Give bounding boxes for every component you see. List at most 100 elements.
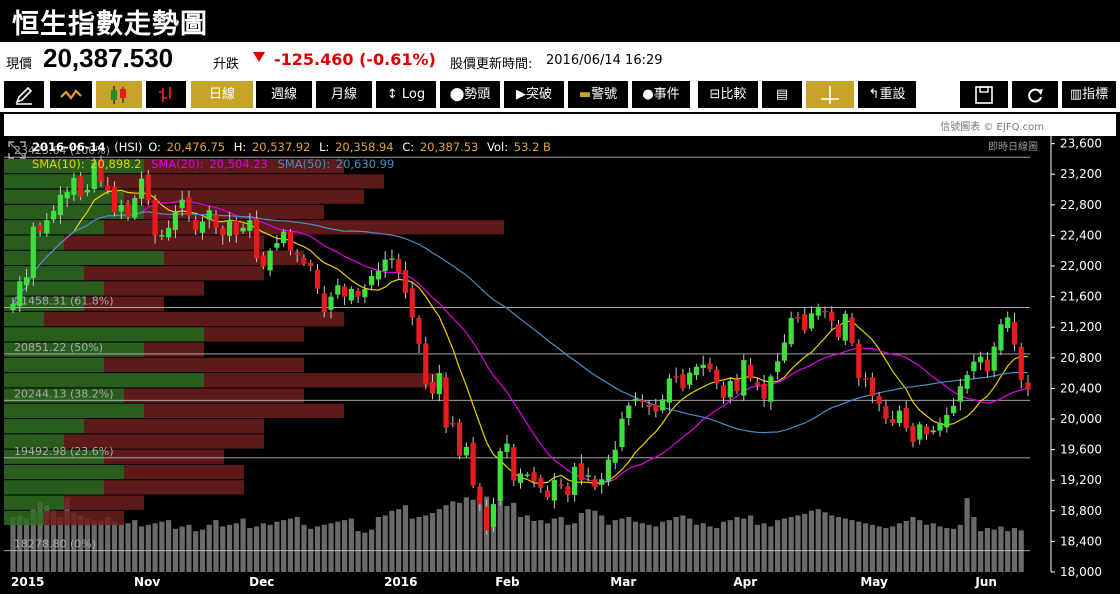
candle-body bbox=[186, 197, 192, 216]
warning-button[interactable]: ▬警號 bbox=[568, 81, 628, 108]
candle-body bbox=[524, 474, 530, 476]
price-label: 現價 bbox=[6, 57, 33, 72]
volume-bar bbox=[213, 520, 219, 572]
volume-bar bbox=[849, 520, 855, 572]
y-tick-label: 20,800 bbox=[1060, 351, 1102, 365]
volume-bar bbox=[565, 524, 571, 572]
volume-bar bbox=[450, 501, 456, 572]
candle-body bbox=[923, 426, 930, 435]
candle-body bbox=[849, 317, 855, 343]
volume-bar bbox=[152, 523, 158, 572]
candlestick-button[interactable] bbox=[96, 81, 142, 108]
events-button[interactable]: ●事件 bbox=[632, 81, 690, 108]
candle-body bbox=[917, 424, 923, 440]
candlestick-chart[interactable]: 信號圖表 © EJFQ.com 23423.64 (100%) 21458.31 … bbox=[4, 114, 1116, 594]
y-tick-label: 22,800 bbox=[1060, 198, 1102, 212]
candle-body bbox=[78, 176, 84, 197]
candle-body bbox=[700, 364, 706, 369]
volume-bar bbox=[957, 524, 963, 572]
volume-bar bbox=[917, 520, 923, 572]
volume-profile-down bbox=[44, 311, 344, 327]
volume-bar bbox=[287, 518, 294, 572]
volume-bar bbox=[1011, 528, 1018, 572]
volume-bar bbox=[775, 520, 781, 572]
x-tick-label: Jun bbox=[974, 575, 997, 589]
volume-bar bbox=[105, 517, 111, 572]
volume-bar bbox=[923, 524, 930, 572]
x-tick-label: Mar bbox=[610, 575, 636, 589]
volume-bar bbox=[23, 518, 30, 572]
breakout-button[interactable]: ▶突破 bbox=[504, 81, 564, 108]
sma50-value: 20,630.99 bbox=[336, 157, 395, 171]
volume-bar bbox=[666, 520, 672, 572]
expand-icon[interactable] bbox=[8, 141, 26, 159]
candle-body bbox=[423, 343, 429, 385]
x-tick-label: Apr bbox=[733, 575, 757, 589]
candle-body bbox=[619, 418, 625, 448]
volume-profile-down bbox=[104, 480, 244, 495]
x-tick-label: 2015 bbox=[11, 575, 44, 589]
volume-profile-down bbox=[64, 434, 264, 449]
crosshair-button[interactable] bbox=[806, 81, 854, 108]
daily-button[interactable]: 日線 bbox=[191, 81, 253, 108]
candle-body bbox=[544, 490, 551, 498]
trend-button[interactable]: ⬤勢頭 bbox=[440, 81, 500, 108]
candle-body bbox=[260, 255, 266, 267]
circle-icon: ⬤ bbox=[449, 87, 465, 102]
candle-body bbox=[362, 288, 368, 298]
candle-body bbox=[754, 382, 760, 386]
volume-bar bbox=[457, 502, 463, 572]
reset-button[interactable]: ↰重設 bbox=[858, 81, 916, 108]
volume-bar bbox=[863, 523, 869, 572]
draw-tool-button[interactable] bbox=[4, 81, 44, 108]
volume-bar bbox=[416, 517, 422, 572]
save-button[interactable] bbox=[960, 81, 1008, 108]
candle-body bbox=[152, 200, 158, 236]
ohlc-bar-button[interactable] bbox=[146, 81, 186, 108]
volume-bar bbox=[240, 518, 246, 572]
compare-button[interactable]: ⊟比較 bbox=[698, 81, 758, 108]
candle-body bbox=[930, 430, 936, 433]
candle-body bbox=[592, 479, 598, 487]
info-vol: 53.2 B bbox=[514, 140, 551, 154]
candle-body bbox=[802, 314, 808, 331]
candle-body bbox=[429, 382, 436, 394]
log-scale-button[interactable]: ↕ Log bbox=[376, 81, 436, 108]
volume-bar bbox=[274, 521, 280, 572]
volume-bar bbox=[328, 523, 334, 572]
fib-label: 19492.98 (23.6%) bbox=[14, 445, 114, 458]
update-time: 2016/06/14 16:29 bbox=[546, 53, 663, 68]
indicators-button[interactable]: ▥指標 bbox=[1062, 81, 1116, 108]
candle-body bbox=[714, 369, 720, 384]
volume-bar bbox=[551, 518, 557, 572]
volume-bar bbox=[781, 518, 787, 572]
volume-bar bbox=[281, 520, 287, 572]
pencil-icon bbox=[15, 86, 33, 105]
volume-bar bbox=[71, 513, 77, 572]
line-chart-button[interactable] bbox=[50, 81, 92, 108]
volume-bar bbox=[51, 510, 57, 572]
volume-bar bbox=[693, 524, 700, 572]
refresh-button[interactable] bbox=[1012, 81, 1058, 108]
candle-body bbox=[585, 475, 591, 477]
volume-bar bbox=[490, 505, 497, 572]
monthly-button[interactable]: 月線 bbox=[316, 81, 372, 108]
candle-body bbox=[890, 419, 896, 423]
volume-bar bbox=[626, 517, 632, 572]
volume-bar bbox=[321, 524, 327, 572]
volume-bar bbox=[815, 509, 821, 572]
candle-body bbox=[599, 479, 605, 485]
candle-body bbox=[666, 378, 672, 403]
chart-source: 信號圖表 © EJFQ.com bbox=[940, 120, 1044, 133]
candle-body bbox=[490, 504, 497, 527]
volume-profile-up bbox=[4, 388, 124, 403]
candle-body bbox=[409, 288, 415, 318]
volume-bar bbox=[260, 523, 266, 572]
volume-bar bbox=[937, 526, 943, 572]
candle-body bbox=[91, 162, 97, 190]
fib-label: 23423.64 (100%) bbox=[14, 144, 110, 157]
notes-button[interactable]: ▤ bbox=[762, 81, 802, 108]
weekly-button[interactable]: 週線 bbox=[256, 81, 312, 108]
candle-body bbox=[937, 422, 943, 431]
volume-bar bbox=[788, 517, 794, 572]
